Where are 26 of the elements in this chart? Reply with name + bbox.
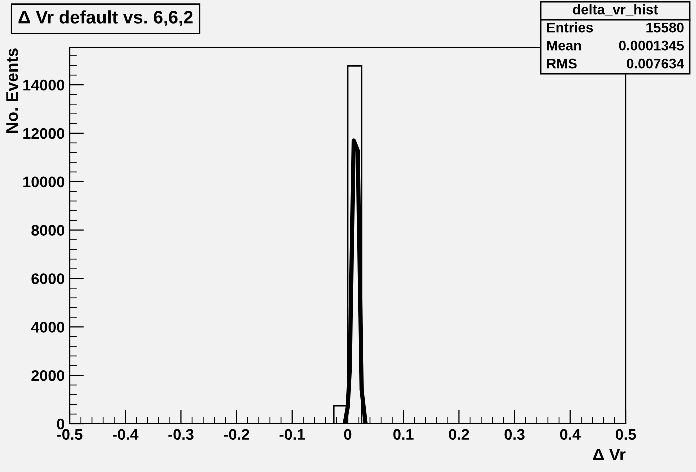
x-tick-label: 0.1 <box>394 429 414 440</box>
text: RMS 0.007634 <box>547 58 684 69</box>
x-axis-title: Δ Vr <box>593 449 626 461</box>
y-tick-label: 2000 <box>32 370 65 382</box>
y-tick-label: 12000 <box>24 128 65 140</box>
x-tick-label: -0.3 <box>168 429 194 440</box>
chart-title: Δ Vr default vs. 6,6,2 <box>18 10 193 26</box>
x-tick-label: 0 <box>344 429 352 440</box>
text: Mean 0.0001345 <box>547 40 684 51</box>
y-tick-label: 6000 <box>32 274 65 284</box>
y-tick-label: 10000 <box>24 176 65 188</box>
x-tick-label: -0.1 <box>280 429 306 440</box>
x-tick-label: 0.3 <box>504 429 525 440</box>
text: delta_vr_hist <box>573 4 658 16</box>
y-tick-label: 4000 <box>31 322 65 333</box>
x-tick-label: 0.5 <box>616 429 636 440</box>
x-tick-label: -0.5 <box>57 429 83 440</box>
x-tick-label: -0.4 <box>113 429 139 440</box>
text: Entries 15580 <box>547 22 684 33</box>
y-axis-title: No. Events <box>6 48 18 134</box>
y-tick-label: 0 <box>57 418 65 430</box>
x-tick-label: 0.4 <box>560 429 581 440</box>
y-tick-label: 8000 <box>32 225 65 236</box>
x-tick-label: 0.2 <box>449 429 470 440</box>
y-tick-label: 14000 <box>24 80 65 91</box>
x-tick-label: -0.2 <box>224 429 250 440</box>
